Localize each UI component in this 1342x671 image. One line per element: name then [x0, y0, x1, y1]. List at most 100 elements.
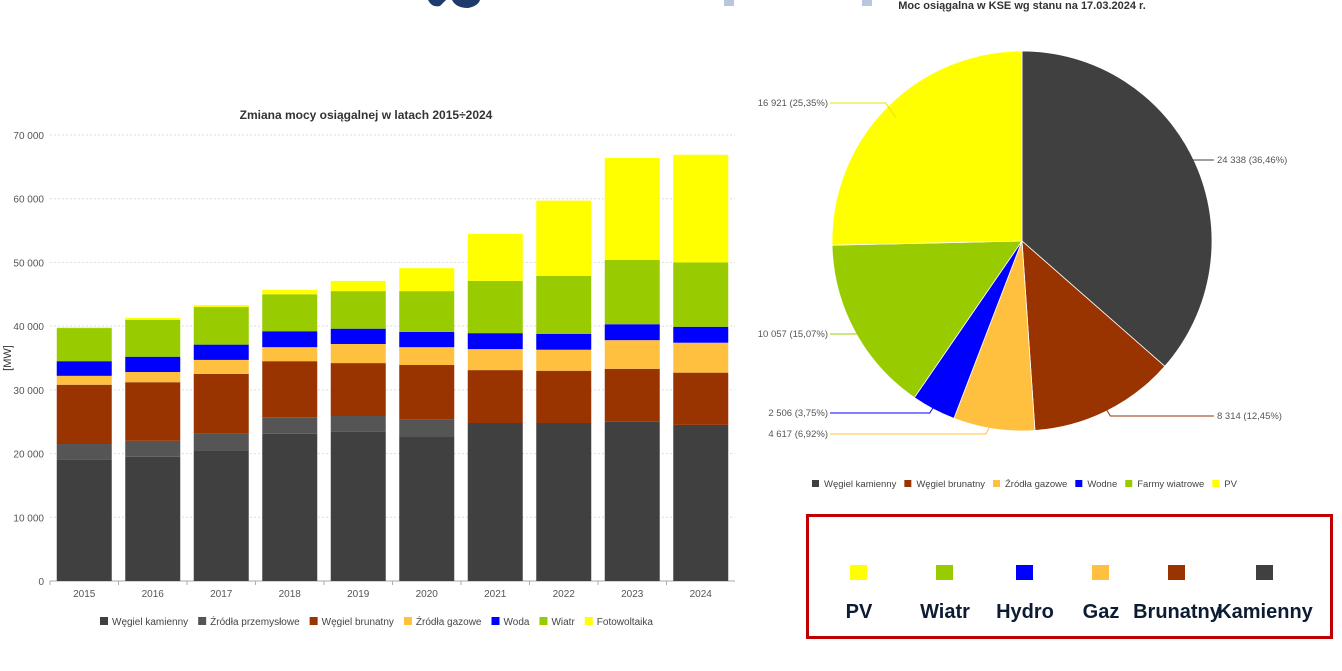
y-tick-label: 30 000	[13, 386, 44, 397]
x-tick-label: 2024	[690, 589, 713, 600]
x-tick-label: 2020	[416, 589, 439, 600]
legend-label: Woda	[504, 617, 530, 628]
legend-label: Wodne	[1087, 479, 1117, 490]
bar-segment	[56, 327, 112, 329]
bar-segment	[604, 157, 660, 260]
bar-segment	[399, 437, 455, 581]
bar-segment	[673, 342, 729, 373]
x-tick-label: 2017	[210, 589, 233, 600]
bar-segment	[399, 419, 455, 438]
bar-segment	[536, 275, 592, 334]
bar-segment	[56, 375, 112, 385]
legend-swatch	[1125, 480, 1133, 487]
bar-segment	[125, 372, 181, 383]
bar-segment	[536, 422, 592, 581]
bar-segment	[193, 344, 249, 360]
x-tick-label: 2018	[279, 589, 302, 600]
pie-data-label: 16 921 (25,35%)	[758, 98, 828, 109]
bar-segment	[536, 370, 592, 423]
bar-segment	[673, 154, 729, 263]
pie-leader-line	[830, 324, 867, 335]
bar-segment	[193, 359, 249, 374]
bar-segment	[399, 331, 455, 348]
y-tick-label: 10 000	[13, 513, 44, 524]
legend-box-swatch	[850, 565, 867, 580]
pie-data-label: 2 506 (3,75%)	[768, 408, 828, 419]
legend-box-label: Wiatr	[920, 601, 970, 623]
bar-chart-title: Zmiana mocy osiągalnej w latach 2015÷202…	[240, 108, 493, 122]
legend-swatch	[1075, 480, 1083, 487]
legend-label: Wiatr	[551, 617, 575, 628]
bar-segment	[56, 361, 112, 376]
bar-segment	[399, 291, 455, 332]
x-tick-label: 2016	[142, 589, 165, 600]
bar-segment	[536, 333, 592, 350]
pie-slice	[1021, 240, 1166, 431]
custom-legend-box: PV Wiatr Hydro Gaz Brunatny Kamienny	[806, 514, 1333, 639]
bar-segment	[467, 280, 523, 334]
y-tick-label: 20 000	[13, 450, 44, 461]
bar-segment	[604, 259, 660, 325]
pie-slice	[831, 50, 1023, 246]
bar-segment	[536, 349, 592, 371]
y-tick-label: 70 000	[13, 131, 44, 142]
bar-segment	[330, 363, 386, 416]
legend-label: Fotowoltaika	[597, 617, 654, 628]
bar-segment	[262, 417, 318, 434]
legend-label: Źródła gazowe	[1005, 479, 1067, 490]
legend-label: Źródła gazowe	[416, 615, 482, 628]
pie-chart-title: Moc osiągalna w KSE wg stanu na 17.03.20…	[898, 0, 1146, 12]
bar-segment	[193, 450, 249, 581]
legend-label: Węgiel kamienny	[824, 479, 897, 490]
pie-leader-line	[1182, 159, 1214, 169]
y-tick-label: 40 000	[13, 322, 44, 333]
bar-segment	[193, 373, 249, 434]
logo-fragment	[428, 0, 872, 8]
legend-swatch	[993, 480, 1000, 487]
y-tick-label: 0	[38, 577, 44, 588]
bar-segment	[125, 319, 181, 357]
legend-label: Węgiel kamienny	[112, 617, 188, 628]
bar-segment	[673, 372, 729, 425]
bar-segment	[399, 268, 455, 292]
legend-swatch	[539, 617, 548, 625]
y-tick-label: 60 000	[13, 195, 44, 206]
legend-box-item: Gaz	[1046, 517, 1156, 637]
legend-box-swatch	[1256, 565, 1273, 580]
bar-segment	[673, 326, 729, 343]
bar-segment	[262, 347, 318, 362]
bar-segment	[56, 328, 112, 362]
bar-segment	[330, 343, 386, 364]
pie-slice	[1021, 50, 1213, 367]
bar-segment	[330, 415, 386, 432]
bar-segment	[604, 368, 660, 422]
pie-slice	[831, 240, 1023, 399]
bar-segment	[193, 305, 249, 308]
legend-box-item: PV	[804, 517, 914, 637]
legend-label: Farmy wiatrowe	[1137, 479, 1204, 490]
legend-box-label: Brunatny	[1133, 601, 1221, 623]
legend-box-label: Kamienny	[1217, 601, 1313, 623]
legend-box-item: Brunatny	[1122, 517, 1232, 637]
x-tick-label: 2022	[553, 589, 576, 600]
bar-segment	[193, 307, 249, 345]
legend-swatch	[812, 480, 819, 487]
y-axis-label: [MW]	[2, 345, 14, 371]
bar-segment	[262, 361, 318, 418]
bar-segment	[56, 444, 112, 460]
x-tick-label: 2015	[73, 589, 96, 600]
bar-segment	[125, 317, 181, 320]
bar-segment	[193, 433, 249, 451]
legend-swatch	[100, 617, 108, 625]
pie-leader-line	[830, 415, 997, 435]
legend-swatch	[904, 480, 912, 487]
pie-data-label: 4 617 (6,92%)	[768, 429, 828, 440]
legend-box-swatch	[936, 565, 953, 580]
bar-segment	[262, 289, 318, 295]
x-tick-label: 2019	[347, 589, 370, 600]
bar-segment	[399, 365, 455, 420]
bar-segment	[262, 433, 318, 581]
bar-segment	[330, 431, 386, 581]
bar-segment	[467, 422, 523, 581]
